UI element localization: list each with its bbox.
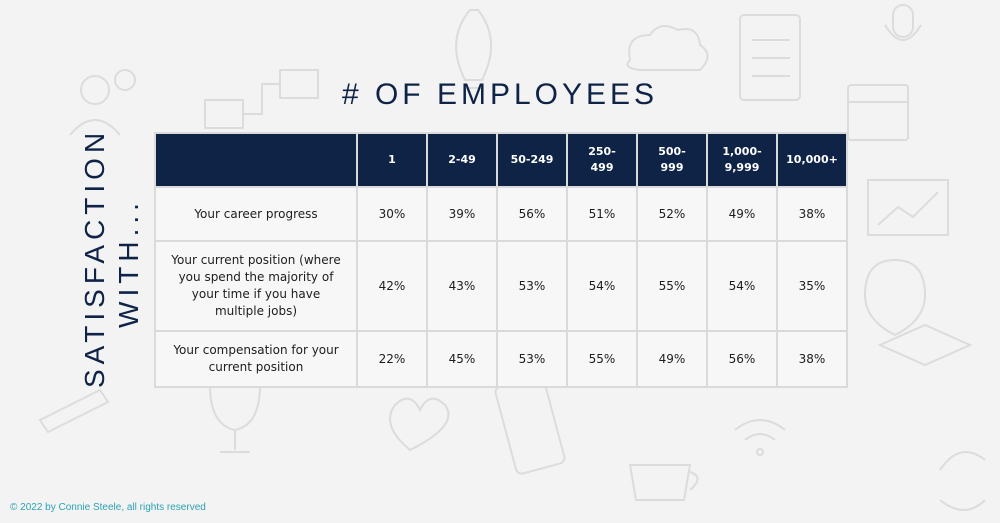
- table-row: Your career progress 30% 39% 56% 51% 52%…: [154, 186, 848, 242]
- balloon-doodle-icon: [863, 258, 927, 337]
- people-doodle-icon: [69, 69, 136, 136]
- header-row: 1 2-49 50-249 250- 499 500- 999 1,000- 9…: [154, 132, 848, 188]
- lightbulb-doodle-icon: [455, 9, 493, 89]
- table-cell: 53%: [496, 330, 568, 388]
- column-header: 1,000- 9,999: [706, 132, 778, 188]
- column-header: 2-49: [426, 132, 498, 188]
- table-cell: 45%: [426, 330, 498, 388]
- column-header: 10,000+: [776, 132, 848, 188]
- row-label: Your current position (where you spend t…: [154, 240, 358, 332]
- table-cell: 51%: [566, 186, 638, 242]
- arrows-cycle-doodle-icon: [939, 451, 986, 511]
- table-cell: 52%: [636, 186, 708, 242]
- table-cell: 56%: [496, 186, 568, 242]
- table-cell: 38%: [776, 330, 848, 388]
- table-cell: 22%: [356, 330, 428, 388]
- table-cell: 54%: [706, 240, 778, 332]
- wifi-doodle-icon: [734, 419, 786, 456]
- row-axis-label: SATISFACTION WITH...: [78, 127, 144, 388]
- phone-doodle-icon: [494, 375, 566, 475]
- column-header: 500- 999: [636, 132, 708, 188]
- calendar-doodle-icon: [847, 84, 909, 141]
- copyright-notice: © 2022 by Connie Steele, all rights rese…: [10, 502, 206, 513]
- table-cell: 55%: [566, 330, 638, 388]
- table-cell: 49%: [636, 330, 708, 388]
- table-cell: 38%: [776, 186, 848, 242]
- pencil-doodle-icon: [38, 388, 110, 434]
- table-cell: 56%: [706, 330, 778, 388]
- row-label: Your compensation for your current posit…: [154, 330, 358, 388]
- row-axis-label-line-1: SATISFACTION: [79, 127, 110, 388]
- row-label: Your career progress: [154, 186, 358, 242]
- flowchart-doodle-icon: [204, 69, 319, 129]
- column-header: 1: [356, 132, 428, 188]
- table-cell: 30%: [356, 186, 428, 242]
- satisfaction-table: 1 2-49 50-249 250- 499 500- 999 1,000- 9…: [154, 132, 848, 388]
- table-cell: 53%: [496, 240, 568, 332]
- clipboard-doodle-icon: [739, 14, 801, 101]
- table-cell: 42%: [356, 240, 428, 332]
- table-cell: 35%: [776, 240, 848, 332]
- table-cell: 54%: [566, 240, 638, 332]
- column-header: 250- 499: [566, 132, 638, 188]
- table-row: Your compensation for your current posit…: [154, 330, 848, 388]
- graduation-cap-doodle-icon: [877, 323, 973, 367]
- monitor-chart-doodle-icon: [867, 179, 949, 236]
- column-header: 50-249: [496, 132, 568, 188]
- microphone-doodle-icon: [884, 4, 922, 41]
- page-title: # OF EMPLOYEES: [341, 78, 659, 111]
- table-cell: 39%: [426, 186, 498, 242]
- row-axis-label-line-2: WITH...: [113, 198, 144, 328]
- corner-header-cell: [154, 132, 358, 188]
- trophy-doodle-icon: [208, 384, 262, 453]
- heart-doodle-icon: [389, 397, 450, 452]
- table-cell: 43%: [426, 240, 498, 332]
- cloud-doodle-icon: [626, 25, 709, 71]
- table-cell: 55%: [636, 240, 708, 332]
- table-cell: 49%: [706, 186, 778, 242]
- table-row: Your current position (where you spend t…: [154, 240, 848, 332]
- coffee-cup-doodle-icon: [628, 464, 699, 501]
